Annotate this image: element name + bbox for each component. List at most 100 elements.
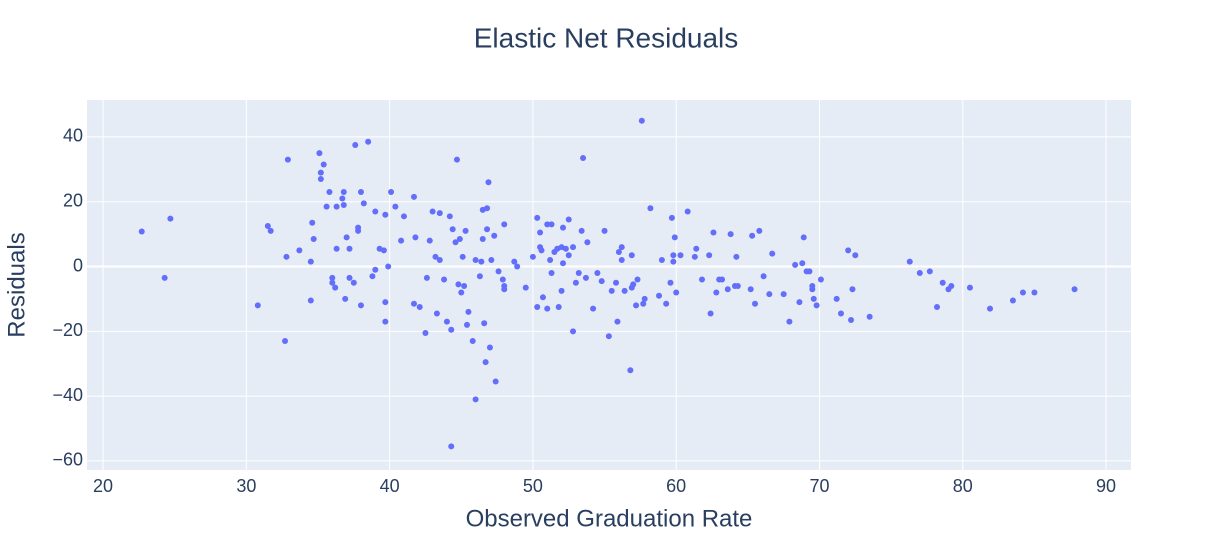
point: [598, 278, 605, 285]
point: [849, 286, 856, 293]
point: [810, 295, 817, 302]
point: [488, 257, 495, 264]
point: [796, 299, 803, 306]
point: [429, 208, 436, 215]
point: [605, 333, 612, 340]
point: [355, 227, 362, 234]
point: [482, 359, 489, 366]
point: [640, 300, 647, 307]
point: [382, 299, 389, 306]
point: [866, 313, 873, 320]
point: [948, 282, 955, 289]
point: [522, 284, 529, 291]
marks: [138, 117, 1078, 450]
point: [548, 270, 555, 277]
point: [484, 226, 491, 233]
point: [400, 213, 407, 220]
point: [799, 260, 806, 267]
point: [481, 320, 488, 327]
point: [845, 247, 852, 254]
point: [734, 282, 741, 289]
point: [478, 258, 485, 265]
point: [575, 270, 582, 277]
point: [733, 253, 740, 260]
point: [465, 308, 472, 315]
point: [906, 258, 913, 265]
point: [677, 252, 684, 259]
point: [707, 310, 714, 317]
chart-title: Elastic Net Residuals: [474, 22, 739, 53]
point: [323, 203, 330, 210]
point: [443, 318, 450, 325]
point: [410, 300, 417, 307]
point: [320, 161, 327, 168]
point: [628, 252, 635, 259]
point: [161, 274, 168, 281]
point: [641, 295, 648, 302]
point: [316, 150, 323, 157]
point: [656, 292, 663, 299]
point: [529, 253, 536, 260]
x-tick-label: 30: [236, 476, 256, 496]
point: [372, 208, 379, 215]
point: [501, 221, 508, 228]
point: [469, 338, 476, 345]
point: [544, 305, 551, 312]
point: [369, 273, 376, 280]
point: [499, 276, 506, 283]
point: [449, 226, 456, 233]
point: [501, 286, 508, 293]
point: [329, 274, 336, 281]
point: [570, 244, 577, 251]
point: [684, 208, 691, 215]
point: [1019, 289, 1026, 296]
point: [780, 291, 787, 298]
point: [548, 221, 555, 228]
point: [486, 344, 493, 351]
point: [537, 229, 544, 236]
point: [538, 247, 545, 254]
point: [615, 248, 622, 255]
y-tick-label: −40: [52, 385, 83, 405]
point: [691, 253, 698, 260]
point: [476, 273, 483, 280]
point: [594, 270, 601, 277]
point: [385, 263, 392, 270]
point: [621, 287, 628, 294]
point: [560, 260, 567, 267]
x-tick-label: 20: [93, 476, 113, 496]
point: [461, 282, 468, 289]
point: [760, 273, 767, 280]
point: [634, 276, 641, 283]
point: [618, 244, 625, 251]
point: [167, 215, 174, 222]
point: [987, 305, 994, 312]
point: [459, 253, 466, 260]
point: [570, 328, 577, 335]
point: [663, 300, 670, 307]
point: [423, 274, 430, 281]
point: [813, 302, 820, 309]
point: [630, 281, 637, 288]
y-tick-label: 20: [63, 190, 83, 210]
x-tick-label: 90: [1096, 476, 1116, 496]
point: [1031, 289, 1038, 296]
point: [350, 279, 357, 286]
point: [926, 268, 933, 275]
point: [472, 257, 479, 264]
point: [372, 266, 379, 273]
point: [670, 252, 677, 259]
point: [939, 279, 946, 286]
point: [547, 257, 554, 264]
point: [668, 214, 675, 221]
point: [558, 287, 565, 294]
point: [307, 297, 314, 304]
point: [436, 210, 443, 217]
x-tick-label: 60: [666, 476, 686, 496]
point: [786, 318, 793, 325]
point: [638, 117, 645, 124]
point: [614, 318, 621, 325]
point: [633, 302, 640, 309]
y-tick-label: −60: [52, 450, 83, 470]
point: [458, 289, 465, 296]
